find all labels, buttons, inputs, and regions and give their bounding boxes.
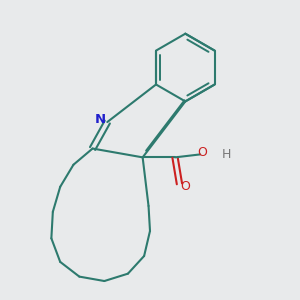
Text: H: H bbox=[222, 148, 231, 161]
Text: N: N bbox=[94, 112, 106, 126]
Text: O: O bbox=[197, 146, 207, 159]
Text: O: O bbox=[180, 180, 190, 193]
